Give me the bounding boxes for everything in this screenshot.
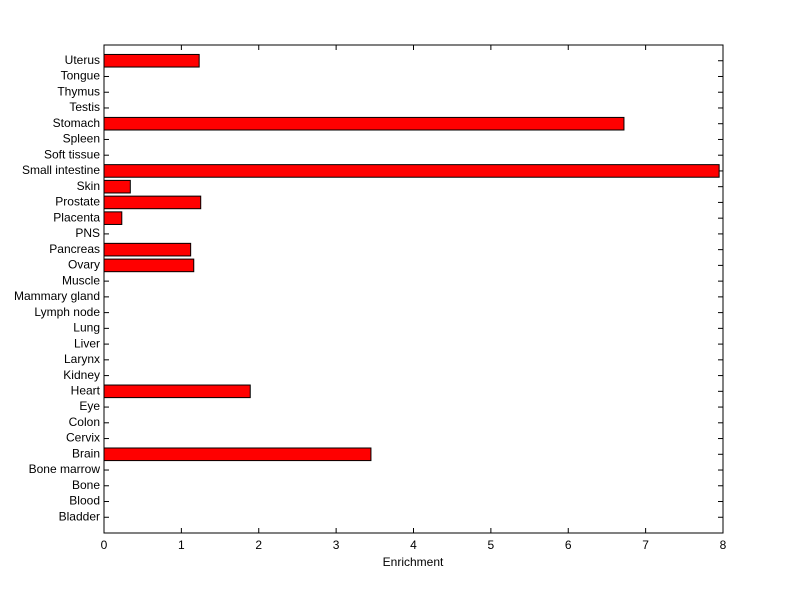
y-tick-label: PNS	[75, 226, 100, 240]
x-tick-label: 2	[255, 538, 262, 552]
bar	[103, 164, 720, 178]
y-tick-label: Stomach	[53, 116, 100, 130]
bar	[103, 211, 123, 225]
bar	[103, 447, 372, 462]
y-tick-label: Prostate	[55, 195, 100, 209]
bar	[103, 384, 251, 399]
y-tick-label: Placenta	[53, 210, 100, 224]
x-tick-label: 5	[488, 538, 495, 552]
y-tick-label: Larynx	[64, 352, 100, 366]
x-tick-label: 0	[101, 538, 108, 552]
y-tick-label: Liver	[74, 336, 100, 350]
y-tick-label: Skin	[77, 179, 100, 193]
bar	[103, 195, 202, 210]
x-axis-label: Enrichment	[383, 555, 444, 569]
y-tick-label: Heart	[71, 383, 101, 397]
y-tick-label: Cervix	[66, 431, 100, 445]
y-tick-label: Pancreas	[49, 242, 100, 256]
bar	[103, 242, 192, 257]
y-tick-label: Thymus	[57, 84, 100, 98]
bar	[103, 258, 195, 273]
y-tick-label: Tongue	[61, 69, 101, 83]
y-tick-label: Eye	[79, 399, 100, 413]
y-tick-label: Muscle	[62, 273, 100, 287]
y-tick-label: Lymph node	[34, 305, 100, 319]
y-tick-label: Soft tissue	[44, 147, 100, 161]
y-tick-label: Small intestine	[22, 163, 100, 177]
bar	[103, 179, 131, 194]
y-tick-label: Bone marrow	[29, 462, 101, 476]
x-tick-label: 7	[642, 538, 649, 552]
y-tick-label: Kidney	[63, 368, 100, 382]
y-tick-label: Lung	[73, 321, 100, 335]
y-tick-label: Blood	[69, 494, 100, 508]
x-tick-label: 3	[333, 538, 340, 552]
bar	[103, 116, 625, 131]
y-tick-label: Testis	[69, 100, 100, 114]
y-tick-label: Mammary gland	[14, 289, 100, 303]
x-tick-label: 4	[410, 538, 417, 552]
x-tick-label: 6	[565, 538, 572, 552]
y-tick-label: Uterus	[65, 53, 100, 67]
y-tick-label: Colon	[69, 415, 100, 429]
y-tick-label: Spleen	[63, 132, 100, 146]
y-tick-label: Bone	[72, 478, 100, 492]
x-tick-label: 8	[720, 538, 727, 552]
y-tick-label: Brain	[72, 446, 100, 460]
y-tick-label: Ovary	[68, 258, 100, 272]
x-tick-label: 1	[178, 538, 185, 552]
y-tick-label: Bladder	[59, 509, 100, 523]
bar	[103, 53, 200, 68]
